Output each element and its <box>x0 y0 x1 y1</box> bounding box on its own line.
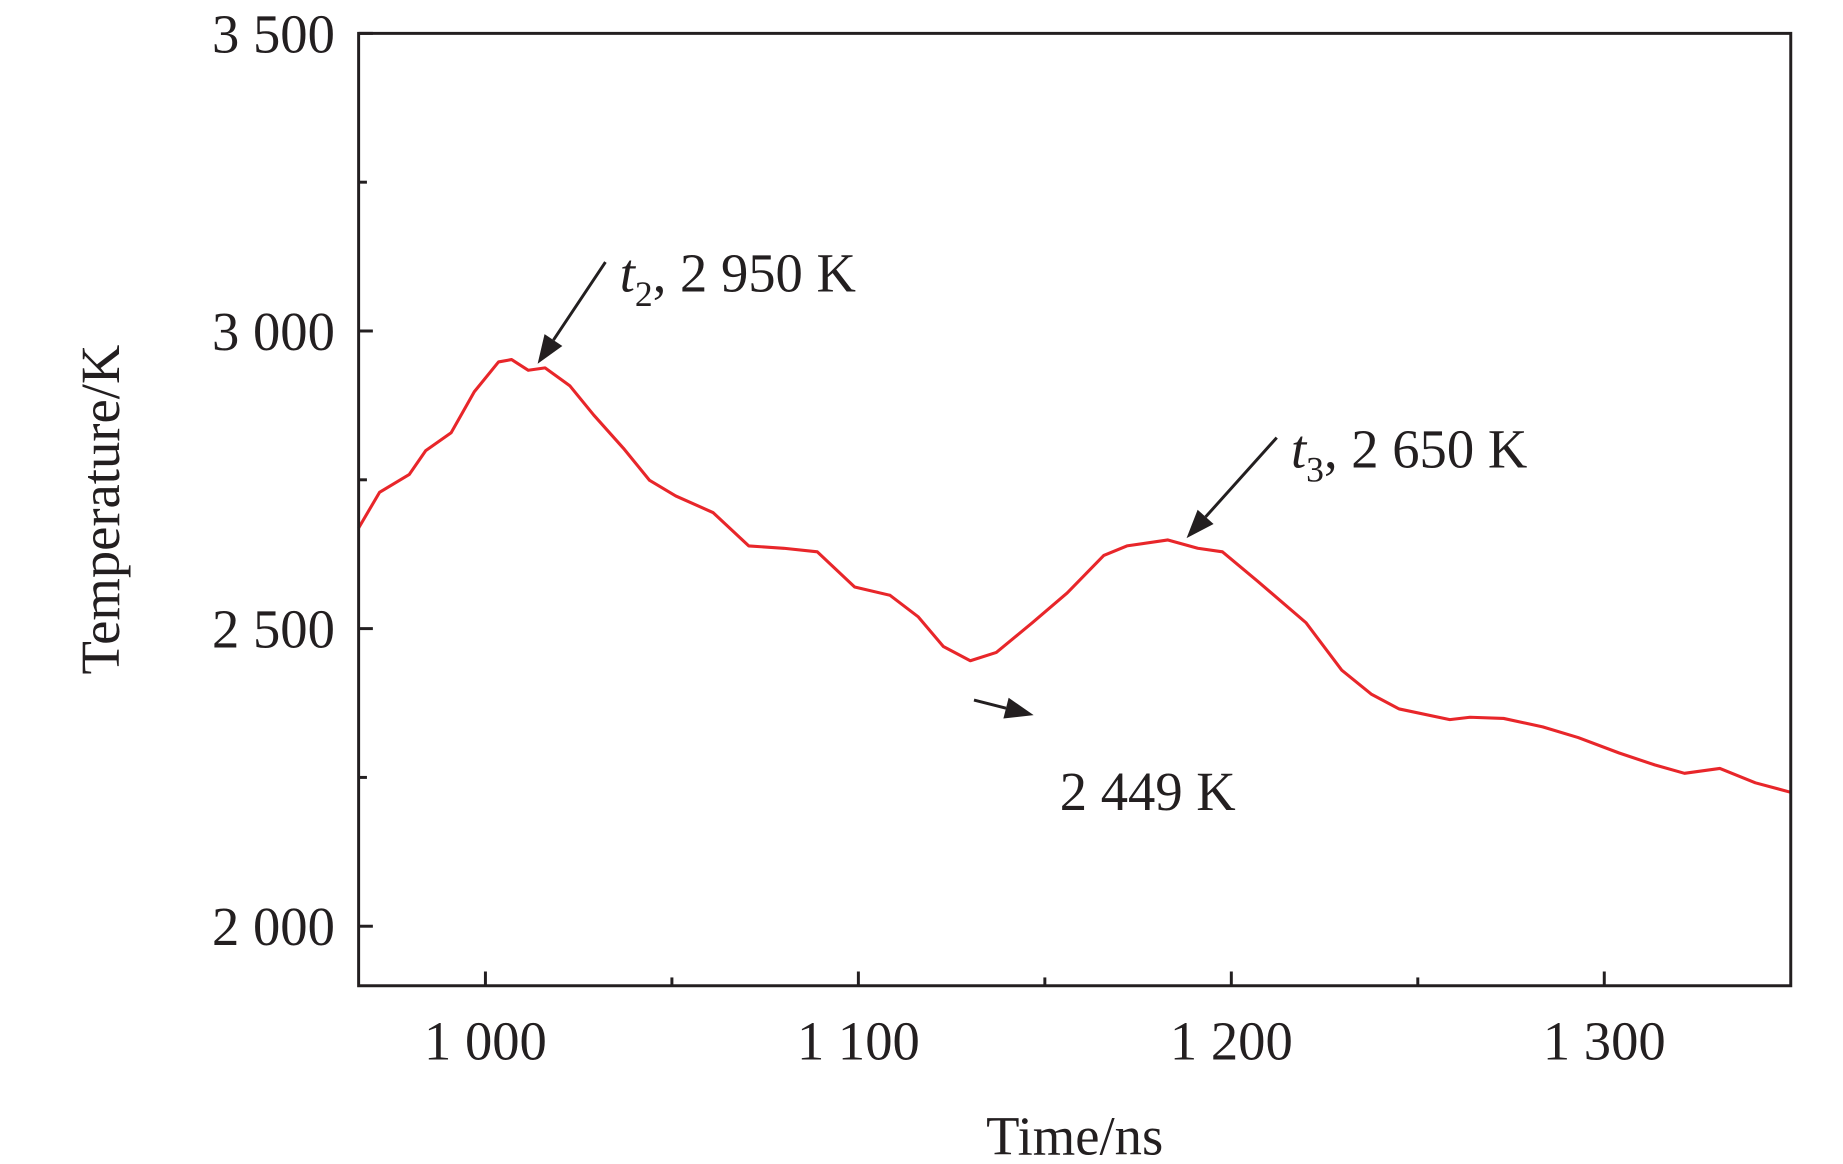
x-tick-label: 1 300 <box>1543 1010 1666 1071</box>
y-tick-label: 2 500 <box>212 599 335 660</box>
annotation-subscript: 3 <box>1306 450 1324 490</box>
annotation-label: t2, 2 950 K <box>620 243 856 314</box>
annotation-arrow-shaft <box>552 261 607 341</box>
annotation-label: t3, 2 650 K <box>1291 418 1527 489</box>
annotation-value: , 2 650 K <box>1324 418 1527 479</box>
annotation-arrowhead <box>1186 509 1214 539</box>
temperature-line <box>357 358 1792 794</box>
annotation-subscript: 2 <box>635 274 653 314</box>
annotation-italic: t <box>1291 418 1308 479</box>
annotations: t2, 2 950 Kt3, 2 650 K2 449 K <box>537 243 1527 822</box>
x-tick-label: 1 000 <box>424 1010 547 1071</box>
x-axis-title: Time/ns <box>986 1105 1163 1164</box>
annotation-arrow-shaft <box>1204 436 1278 518</box>
y-tick-label: 3 000 <box>212 301 335 362</box>
annotation-label: 2 449 K <box>1060 761 1236 822</box>
tick-labels: 1 000 1 100 1 200 1 300 2 000 2 500 3 000 3 500 <box>212 3 1666 1071</box>
annotation-arrowhead <box>1003 697 1034 719</box>
annotation-arrow-shaft <box>973 698 1007 710</box>
annotation-arrowhead <box>537 334 563 364</box>
y-tick-label: 2 000 <box>212 896 335 957</box>
x-tick-label: 1 200 <box>1170 1010 1293 1071</box>
annotation-value: , 2 950 K <box>653 243 856 304</box>
y-axis-title: Temperature/K <box>70 345 131 675</box>
x-tick-label: 1 100 <box>797 1010 920 1071</box>
annotation-italic: t <box>620 243 637 304</box>
axis-ticks <box>358 31 1606 986</box>
plot-frame <box>357 31 1793 988</box>
y-tick-label: 3 500 <box>212 3 335 64</box>
